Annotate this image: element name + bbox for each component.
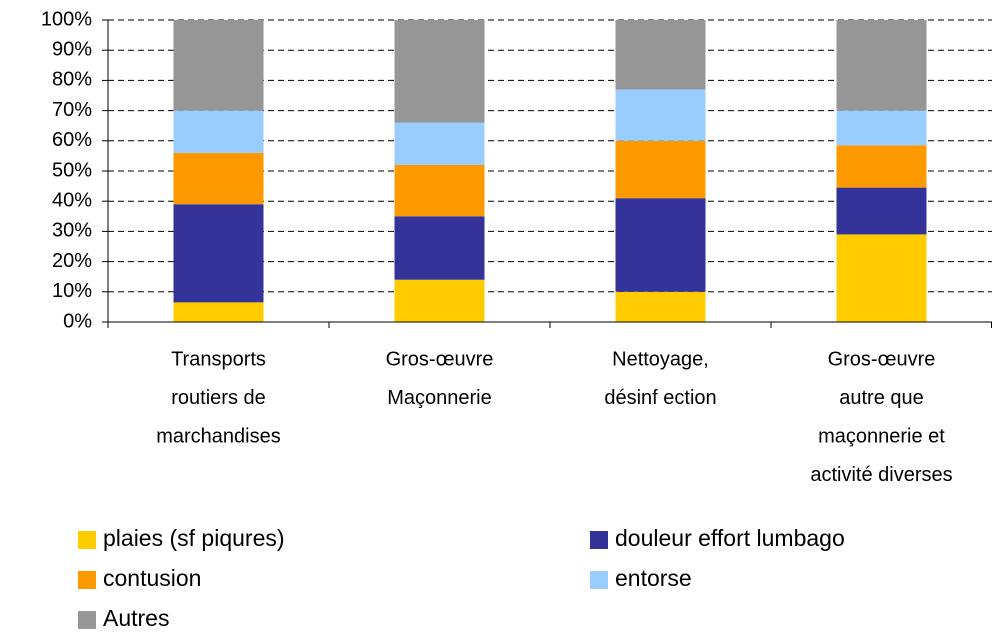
bar-segment <box>836 110 927 146</box>
y-tick-label: 0% <box>63 310 92 332</box>
legend-swatch <box>78 571 96 589</box>
bar-segment <box>836 145 927 188</box>
x-tick-label: Maçonnerie <box>387 387 492 409</box>
legend-label: Autres <box>103 605 169 631</box>
x-tick-label: Transports <box>171 348 266 370</box>
bar-segment <box>173 302 264 322</box>
bar-segment <box>173 20 264 111</box>
legend-swatch <box>78 531 96 549</box>
x-tick-label: autre que <box>839 387 924 409</box>
bar-segment <box>836 187 927 235</box>
x-tick-label: marchandises <box>156 425 281 447</box>
bar-segment <box>394 279 485 322</box>
y-tick-label: 50% <box>52 159 92 181</box>
bar-segment <box>615 198 706 292</box>
y-tick-label: 70% <box>52 99 92 121</box>
bar-segment <box>615 291 706 322</box>
x-tick-label: Gros-œuvre <box>386 348 494 370</box>
x-tick-label: activité diverses <box>810 464 952 486</box>
bar-segment <box>615 20 706 90</box>
x-tick-label: Nettoyage, <box>612 348 709 370</box>
legend-swatch <box>78 611 96 629</box>
bar-segment <box>394 164 485 217</box>
y-tick-label: 10% <box>52 280 92 302</box>
bar-segment <box>394 216 485 280</box>
legend-swatch <box>590 571 608 589</box>
bar-segment <box>836 20 927 111</box>
bar-segment <box>615 89 706 141</box>
x-tick-label: Gros-œuvre <box>828 348 936 370</box>
bar-segment <box>394 20 485 123</box>
x-tick-label: désinf ection <box>604 387 716 409</box>
y-tick-label: 20% <box>52 250 92 272</box>
y-tick-label: 30% <box>52 220 92 242</box>
bar-segment <box>173 110 264 153</box>
y-tick-label: 60% <box>52 129 92 151</box>
y-tick-label: 100% <box>41 8 92 30</box>
bar-segment <box>615 140 706 199</box>
x-tick-label: maçonnerie et <box>818 425 945 447</box>
x-tick-label: routiers de <box>171 387 266 409</box>
y-tick-label: 40% <box>52 189 92 211</box>
bar-segment <box>173 204 264 303</box>
bar-segment <box>394 122 485 165</box>
legend-label: contusion <box>103 565 201 591</box>
legend-label: entorse <box>615 565 692 591</box>
legend-label: douleur effort lumbago <box>615 525 845 551</box>
legend-label: plaies (sf piqures) <box>103 525 285 551</box>
bar-segment <box>836 234 927 322</box>
y-tick-label: 80% <box>52 69 92 91</box>
bar-segment <box>173 152 264 205</box>
y-tick-label: 90% <box>52 38 92 60</box>
legend-swatch <box>590 531 608 549</box>
legend: plaies (sf piqures) douleur effort lumbag… <box>78 525 845 631</box>
